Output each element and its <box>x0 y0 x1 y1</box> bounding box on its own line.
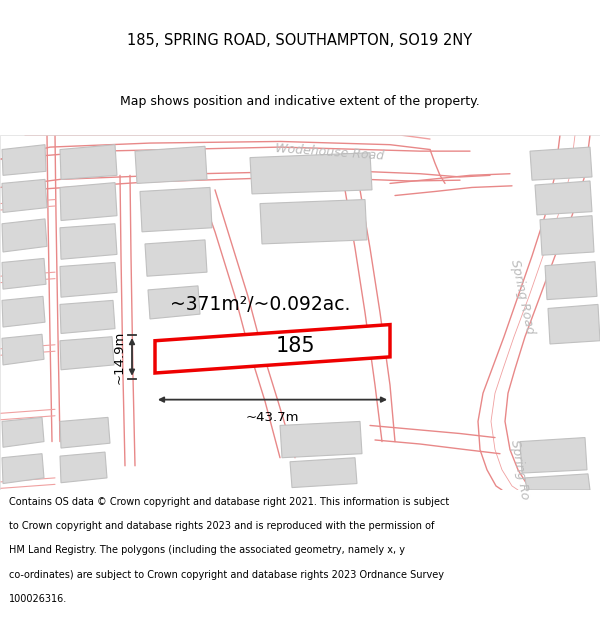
Polygon shape <box>60 144 117 179</box>
Text: Wodehouse Road: Wodehouse Road <box>275 142 385 163</box>
Polygon shape <box>2 296 45 327</box>
Polygon shape <box>60 224 117 259</box>
Polygon shape <box>540 216 594 255</box>
Polygon shape <box>260 199 367 244</box>
Polygon shape <box>2 179 47 213</box>
Polygon shape <box>60 418 110 448</box>
Polygon shape <box>60 452 107 482</box>
Polygon shape <box>2 259 46 289</box>
Polygon shape <box>2 454 44 484</box>
Polygon shape <box>148 286 200 319</box>
Polygon shape <box>525 474 590 490</box>
Polygon shape <box>2 219 47 252</box>
Text: co-ordinates) are subject to Crown copyright and database rights 2023 Ordnance S: co-ordinates) are subject to Crown copyr… <box>9 569 444 579</box>
Polygon shape <box>60 182 117 221</box>
Text: Map shows position and indicative extent of the property.: Map shows position and indicative extent… <box>120 95 480 108</box>
Polygon shape <box>250 152 372 194</box>
Polygon shape <box>2 418 44 447</box>
Polygon shape <box>280 421 362 457</box>
Polygon shape <box>2 334 44 365</box>
Polygon shape <box>290 458 357 488</box>
Text: 100026316.: 100026316. <box>9 594 67 604</box>
Text: HM Land Registry. The polygons (including the associated geometry, namely x, y: HM Land Registry. The polygons (includin… <box>9 546 405 556</box>
Polygon shape <box>135 146 207 183</box>
Text: Spring Ro: Spring Ro <box>508 439 532 501</box>
Text: ~14.9m: ~14.9m <box>113 330 126 384</box>
Polygon shape <box>520 438 587 473</box>
Text: ~371m²/~0.092ac.: ~371m²/~0.092ac. <box>170 295 350 314</box>
Text: ~43.7m: ~43.7m <box>246 411 299 424</box>
Text: 185: 185 <box>275 336 315 356</box>
Polygon shape <box>545 262 597 299</box>
Polygon shape <box>140 188 212 232</box>
Polygon shape <box>60 262 117 297</box>
Text: Spring Road: Spring Road <box>508 258 536 335</box>
Polygon shape <box>548 304 600 344</box>
Polygon shape <box>535 181 592 215</box>
Polygon shape <box>60 301 115 334</box>
Polygon shape <box>60 337 114 370</box>
Polygon shape <box>2 144 46 176</box>
Text: 185, SPRING ROAD, SOUTHAMPTON, SO19 2NY: 185, SPRING ROAD, SOUTHAMPTON, SO19 2NY <box>127 33 473 48</box>
Text: Contains OS data © Crown copyright and database right 2021. This information is : Contains OS data © Crown copyright and d… <box>9 497 449 507</box>
Polygon shape <box>155 324 390 373</box>
Polygon shape <box>145 240 207 276</box>
Polygon shape <box>530 147 592 180</box>
Text: to Crown copyright and database rights 2023 and is reproduced with the permissio: to Crown copyright and database rights 2… <box>9 521 434 531</box>
